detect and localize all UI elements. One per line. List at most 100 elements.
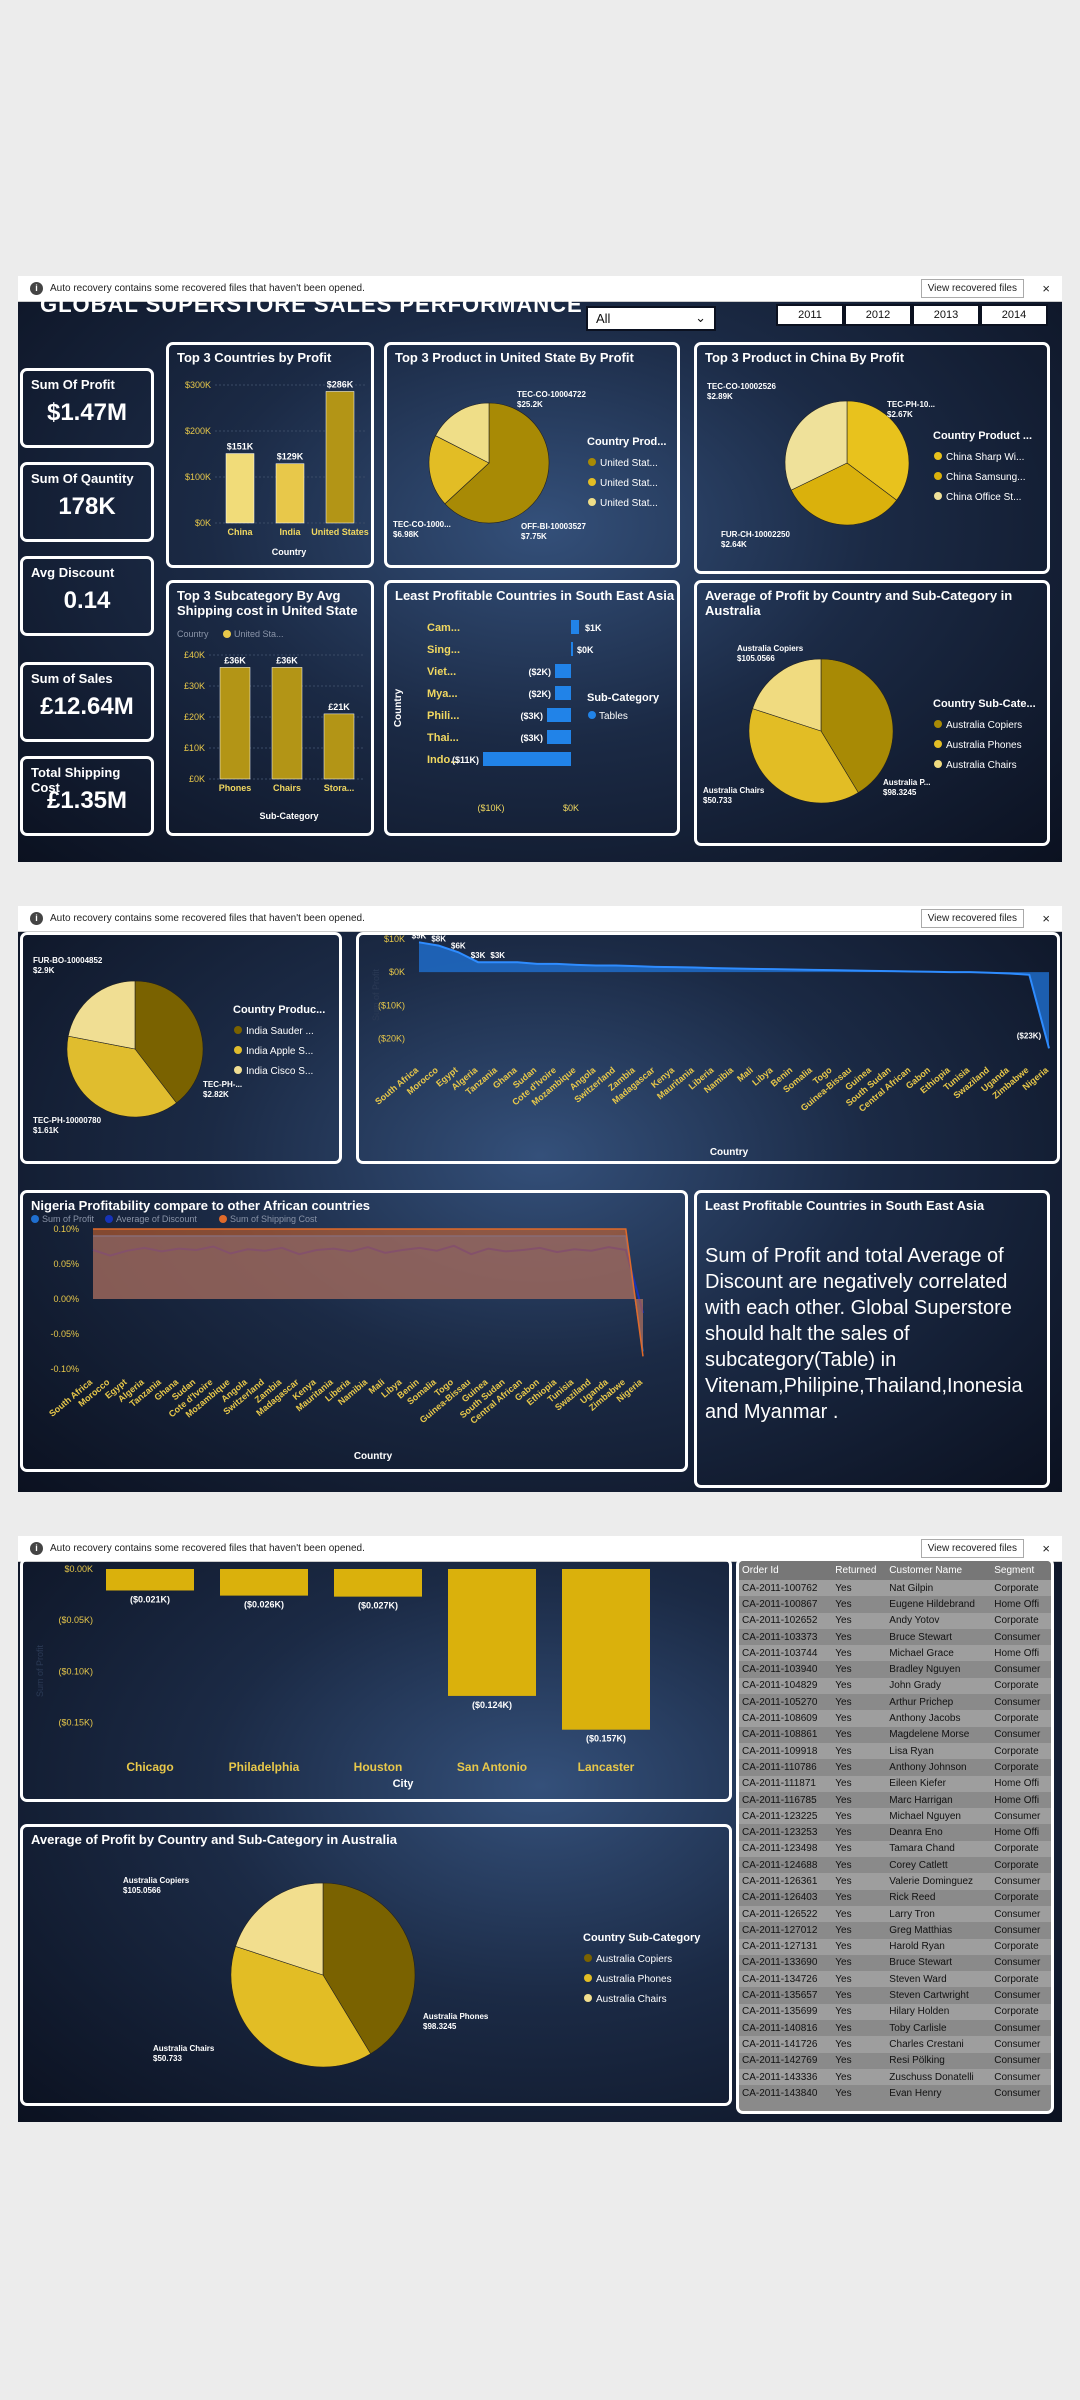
y-axis-title: Sum of Profit [35, 1644, 45, 1697]
column-header[interactable]: Customer Name [886, 1561, 992, 1580]
table-cell: CA-2011-100867 [739, 1596, 833, 1613]
legend-title: Country Prod... [587, 436, 666, 448]
table-cell: Home Offi [991, 1824, 1051, 1841]
bar [547, 708, 571, 722]
table-cell: Anthony Johnson [886, 1759, 992, 1776]
table-cell: CA-2011-100762 [739, 1580, 833, 1597]
legend-marker [234, 1046, 242, 1054]
top3-us-pie: TEC-CO-10004722$25.2K OFF-BI-10003527$7.7… [393, 390, 666, 541]
x-tick-label: ($10K) [477, 803, 504, 813]
table-cell: Consumer [991, 1905, 1051, 1923]
panel-subcategory-shipping: Top 3 Subcategory By Avg Shipping cost i… [166, 580, 374, 836]
data-label: ($11K) [452, 755, 479, 765]
year-button-2013[interactable]: 2013 [912, 304, 980, 326]
legend-title: Country Product ... [933, 430, 1032, 442]
table-cell: Home Offi [991, 1645, 1051, 1662]
dashboard-screenshot-3: i Auto recovery contains some recovered … [18, 1536, 1062, 2122]
pie-value: $50.733 [703, 796, 732, 805]
close-icon[interactable]: × [1042, 911, 1050, 926]
column-header[interactable]: Order Id [739, 1561, 833, 1580]
pie-value: $25.2K [517, 400, 543, 409]
close-icon[interactable]: × [1042, 1541, 1050, 1556]
year-button-2011[interactable]: 2011 [776, 304, 844, 326]
subcategory-shipping-chart: £0K £10K £20K £30K £40K £36K Phones £36K Chairs £… [177, 629, 365, 821]
country-slicer[interactable]: All ⌄ [586, 306, 716, 331]
pie-label: Australia Copiers [737, 644, 804, 653]
table-cell: Bradley Nguyen [886, 1661, 992, 1678]
view-recovered-files-button[interactable]: View recovered files [920, 1539, 1024, 1558]
column-header[interactable]: Segment [991, 1561, 1051, 1580]
data-label: ($3K) [520, 711, 543, 721]
table-cell: CA-2011-109918 [739, 1742, 833, 1760]
table-cell: CA-2011-126361 [739, 1873, 833, 1890]
table-cell: Tamara Chand [886, 1840, 992, 1858]
pie-slice [820, 658, 894, 794]
table-cell: Yes [832, 1677, 887, 1695]
pie-slice [748, 708, 859, 804]
pie-value: $2.9K [33, 966, 55, 975]
pie-slice [67, 980, 136, 1050]
table-cell: Corporate [991, 1759, 1051, 1776]
y-tick-label: £30K [184, 681, 205, 691]
panel-nigeria-compare: Nigeria Profitability compare to other A… [20, 1190, 688, 1472]
table-row: CA-2011-103373 Yes Bruce Stewart Consumer [739, 1628, 1051, 1646]
legend-marker [31, 1215, 39, 1223]
legend-item: India Cisco S... [246, 1066, 313, 1077]
table-cell: CA-2011-127012 [739, 1922, 833, 1939]
table-cell: CA-2011-123498 [739, 1840, 833, 1858]
table-cell: Consumer [991, 1628, 1051, 1646]
table-cell: Yes [832, 2052, 887, 2069]
panel-australia-profit: Average of Profit by Country and Sub-Cat… [694, 580, 1050, 846]
data-label: $9K [412, 935, 427, 940]
x-tick-label: Houston [354, 1760, 403, 1774]
table-cell: CA-2011-127131 [739, 1938, 833, 1955]
pie-slice [435, 402, 490, 464]
table-cell: Corporate [991, 2003, 1051, 2021]
chart-title: Nigeria Profitability compare to other A… [31, 1198, 371, 1213]
table-cell: Steven Cartwright [886, 1987, 992, 2004]
kpi-value: $1.47M [46, 399, 128, 426]
table-cell: CA-2011-124688 [739, 1857, 833, 1874]
data-label: ($2K) [528, 667, 551, 677]
data-label: $8K [431, 935, 446, 944]
y-axis-title: Country [393, 688, 404, 727]
table-cell: Yes [832, 1580, 887, 1597]
table-cell: CA-2011-143840 [739, 2085, 833, 2102]
table-cell: CA-2011-135699 [739, 2003, 833, 2021]
close-icon[interactable]: × [1042, 281, 1050, 296]
table-cell: Corporate [991, 1710, 1051, 1727]
india-products-pie: FUR-BO-10004852$2.9K TEC-PH-...$2.82K TEC-… [33, 956, 325, 1135]
info-icon: i [30, 282, 43, 295]
legend-marker [934, 452, 942, 460]
dashboard-screenshot-2: i Auto recovery contains some recovered … [18, 906, 1062, 1492]
legend-item: Australia Copiers [946, 720, 1022, 731]
y-tick-label: $300K [185, 380, 211, 390]
view-recovered-files-button[interactable]: View recovered files [920, 909, 1024, 928]
bar [571, 620, 579, 634]
table-cell: Yes [832, 1938, 887, 1955]
y-tick-label: £40K [184, 650, 205, 660]
bar [220, 1569, 308, 1596]
view-recovered-files-button[interactable]: View recovered files [920, 279, 1024, 298]
pie-value: $6.98K [393, 530, 419, 539]
chart-title: Average of Profit by Country and Sub-Cat… [705, 588, 1013, 618]
year-button-2014[interactable]: 2014 [980, 304, 1048, 326]
table-cell: Home Offi [991, 1791, 1051, 1809]
recovery-notification-bar: i Auto recovery contains some recovered … [18, 1536, 1062, 1562]
legend-item: Australia Phones [946, 740, 1022, 751]
legend-marker [934, 740, 942, 748]
y-tick-label: $10K [384, 935, 405, 944]
pie-slice [66, 1035, 177, 1118]
table-row: CA-2011-100762 Yes Nat Gilpin Corporate [739, 1580, 1051, 1597]
data-label: $3K [471, 951, 486, 960]
table-row: CA-2011-126522 Yes Larry Tron Consumer [739, 1905, 1051, 1923]
bar [334, 1569, 422, 1597]
year-button-2012[interactable]: 2012 [844, 304, 912, 326]
table-cell: CA-2011-135657 [739, 1987, 833, 2004]
table-cell: Nat Gilpin [886, 1580, 992, 1597]
y-tick-label: 0.00% [53, 1294, 79, 1304]
y-tick-label: ($0.05K) [58, 1615, 93, 1625]
nigeria-compare-chart: Sum of Profit Average of Discount Sum of S… [31, 1214, 645, 1462]
legend-item: Sum of Profit [42, 1214, 95, 1224]
column-header[interactable]: Returned [832, 1561, 887, 1580]
